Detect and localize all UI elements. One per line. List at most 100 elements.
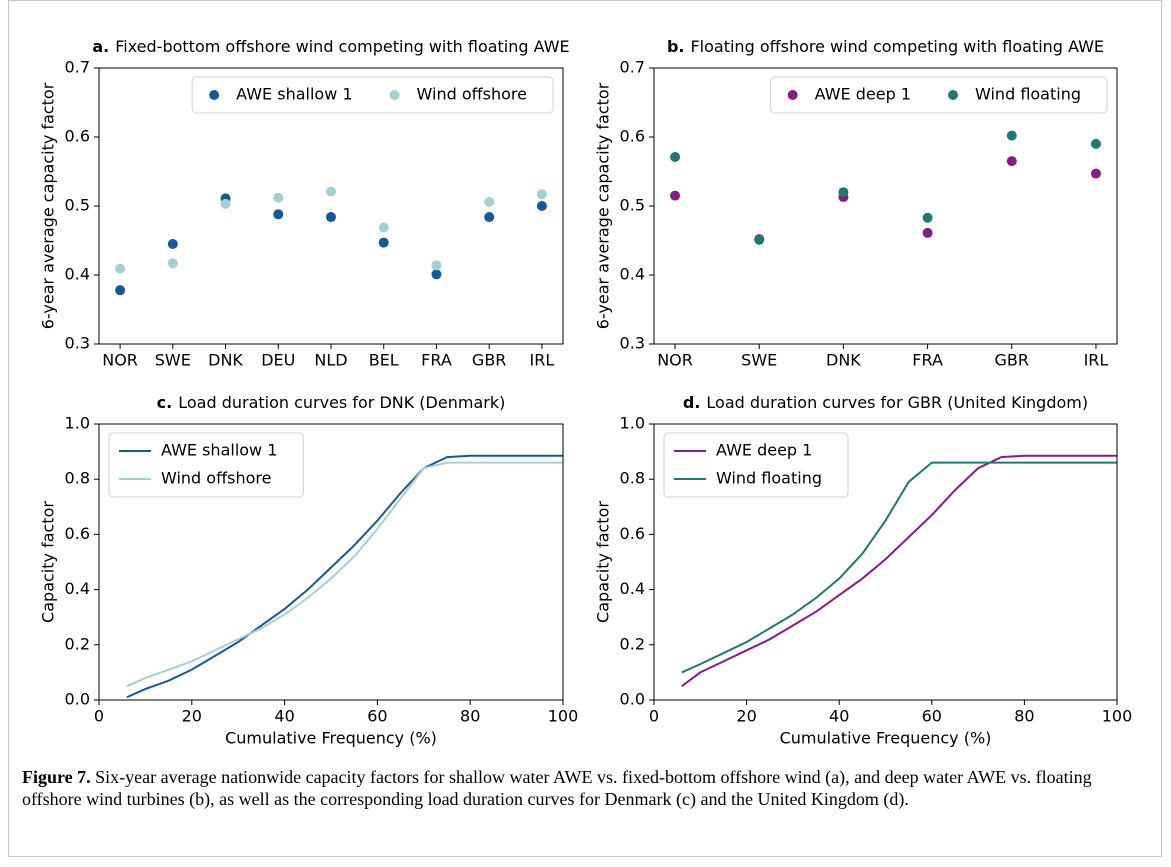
panel-title: d. Load duration curves for GBR (United K…: [683, 393, 1088, 412]
x-tick-label: NOR: [657, 351, 693, 370]
panel-letter: a.: [92, 37, 109, 56]
point: [378, 237, 389, 248]
y-tick-label: 0.6: [620, 127, 645, 146]
point: [1006, 130, 1017, 141]
line: [126, 454, 563, 699]
point: [115, 263, 126, 274]
y-tick-label: 1.0: [65, 414, 90, 433]
caption-label: Figure 7.: [22, 767, 91, 787]
legend: AWE deep 1 Wind floating: [770, 76, 1108, 114]
point: [273, 192, 284, 203]
line: [126, 461, 563, 688]
y-tick-label: 0.4: [65, 579, 90, 598]
y-tick-label: 0.5: [620, 196, 645, 215]
y-tick-label: 0.0: [65, 690, 90, 709]
point: [484, 212, 495, 223]
y-tick-label: 0.8: [620, 469, 645, 488]
point: [1090, 138, 1101, 149]
point: [273, 209, 284, 220]
y-tick-label: 0.5: [65, 196, 90, 215]
panel-title: a. Fixed-bottom offshore wind competing w…: [92, 37, 569, 56]
title-text: Floating offshore wind competing with fl…: [690, 37, 1104, 56]
legend: AWE shallow 1 Wind offshore: [191, 76, 554, 114]
legend-marker: [389, 90, 400, 100]
x-tick-label: FRA: [912, 351, 943, 370]
figure-frame: [8, 0, 1162, 857]
y-tick-label: 0.2: [65, 634, 90, 653]
x-tick-label: 100: [548, 707, 579, 726]
caption-text: Six-year average nationwide capacity fac…: [22, 767, 1092, 809]
x-axis-label: Cumulative Frequency (%): [780, 729, 992, 748]
x-tick-label: SWE: [741, 351, 777, 370]
legend-box: [663, 432, 849, 498]
point: [378, 222, 389, 233]
x-tick-label: IRL: [530, 351, 555, 370]
legend-marker: [948, 90, 959, 100]
legend-box: [108, 432, 304, 498]
y-tick-label: 0.3: [620, 334, 645, 353]
axes-frame: [98, 423, 564, 701]
point: [1006, 156, 1017, 167]
figure: a. Fixed-bottom offshore wind competing w…: [39, 37, 1133, 748]
legend-label: AWE shallow 1: [236, 85, 352, 104]
legend-marker: [209, 90, 220, 100]
y-tick-label: 0.6: [65, 127, 90, 146]
y-tick-label: 0.0: [620, 690, 645, 709]
x-tick-label: GBR: [995, 351, 1030, 370]
y-tick-label: 0.4: [620, 265, 645, 284]
point: [115, 285, 126, 296]
legend-label: Wind floating: [716, 469, 822, 488]
axes-frame: [98, 67, 564, 345]
title-text: Load duration curves for DNK (Denmark): [178, 393, 505, 412]
x-tick-label: 20: [736, 707, 756, 726]
x-tick-label: 40: [274, 707, 294, 726]
x-tick-label: 0: [649, 707, 659, 726]
panel-letter: b.: [667, 37, 685, 56]
x-axis-label: Cumulative Frequency (%): [225, 729, 437, 748]
point: [536, 201, 547, 211]
legend-box: [770, 76, 1108, 114]
y-tick-label: 0.4: [65, 265, 90, 284]
legend-label: Wind floating: [975, 85, 1081, 104]
legend-label: AWE deep 1: [716, 441, 812, 460]
x-tick-label: 60: [367, 707, 387, 726]
y-tick-label: 0.2: [620, 634, 645, 653]
y-tick-label: 1.0: [620, 414, 645, 433]
y-axis-label: 6-year average capacity factor: [594, 82, 613, 329]
legend-label: Wind offshore: [161, 469, 271, 488]
legend: AWE deep 1 Wind floating: [663, 432, 849, 498]
legend-marker: [787, 90, 798, 100]
legend-label: Wind offshore: [417, 85, 527, 104]
x-tick-label: BEL: [369, 351, 399, 370]
x-tick-label: NOR: [102, 351, 138, 370]
x-tick-label: 60: [922, 707, 942, 726]
x-tick-label: 20: [182, 707, 202, 726]
legend: AWE shallow 1 Wind offshore: [108, 432, 304, 498]
x-tick-label: GBR: [472, 351, 507, 370]
legend-label: AWE deep 1: [815, 85, 911, 104]
y-tick-label: 0.7: [65, 58, 90, 77]
point: [484, 196, 495, 207]
point: [167, 238, 178, 249]
point: [670, 190, 681, 201]
x-tick-label: FRA: [421, 351, 452, 370]
x-tick-label: 40: [829, 707, 849, 726]
y-axis-label: 6-year average capacity factor: [39, 82, 58, 329]
point: [922, 212, 933, 223]
point: [326, 186, 336, 197]
x-tick-label: NLD: [314, 351, 347, 370]
x-tick-label: DEU: [261, 351, 295, 370]
y-tick-label: 0.6: [620, 524, 645, 543]
panel-letter: c.: [157, 393, 173, 412]
x-tick-label: 80: [460, 707, 480, 726]
caption: Figure 7. Six-year average nationwide ca…: [22, 766, 1147, 810]
point: [220, 198, 231, 209]
point: [1090, 168, 1101, 179]
title-text: Load duration curves for GBR (United Kin…: [706, 393, 1088, 412]
axes-frame: [653, 67, 1118, 345]
point: [838, 187, 849, 198]
y-tick-label: 0.7: [620, 58, 645, 77]
point: [431, 269, 442, 280]
point: [670, 152, 681, 163]
point: [754, 234, 765, 245]
